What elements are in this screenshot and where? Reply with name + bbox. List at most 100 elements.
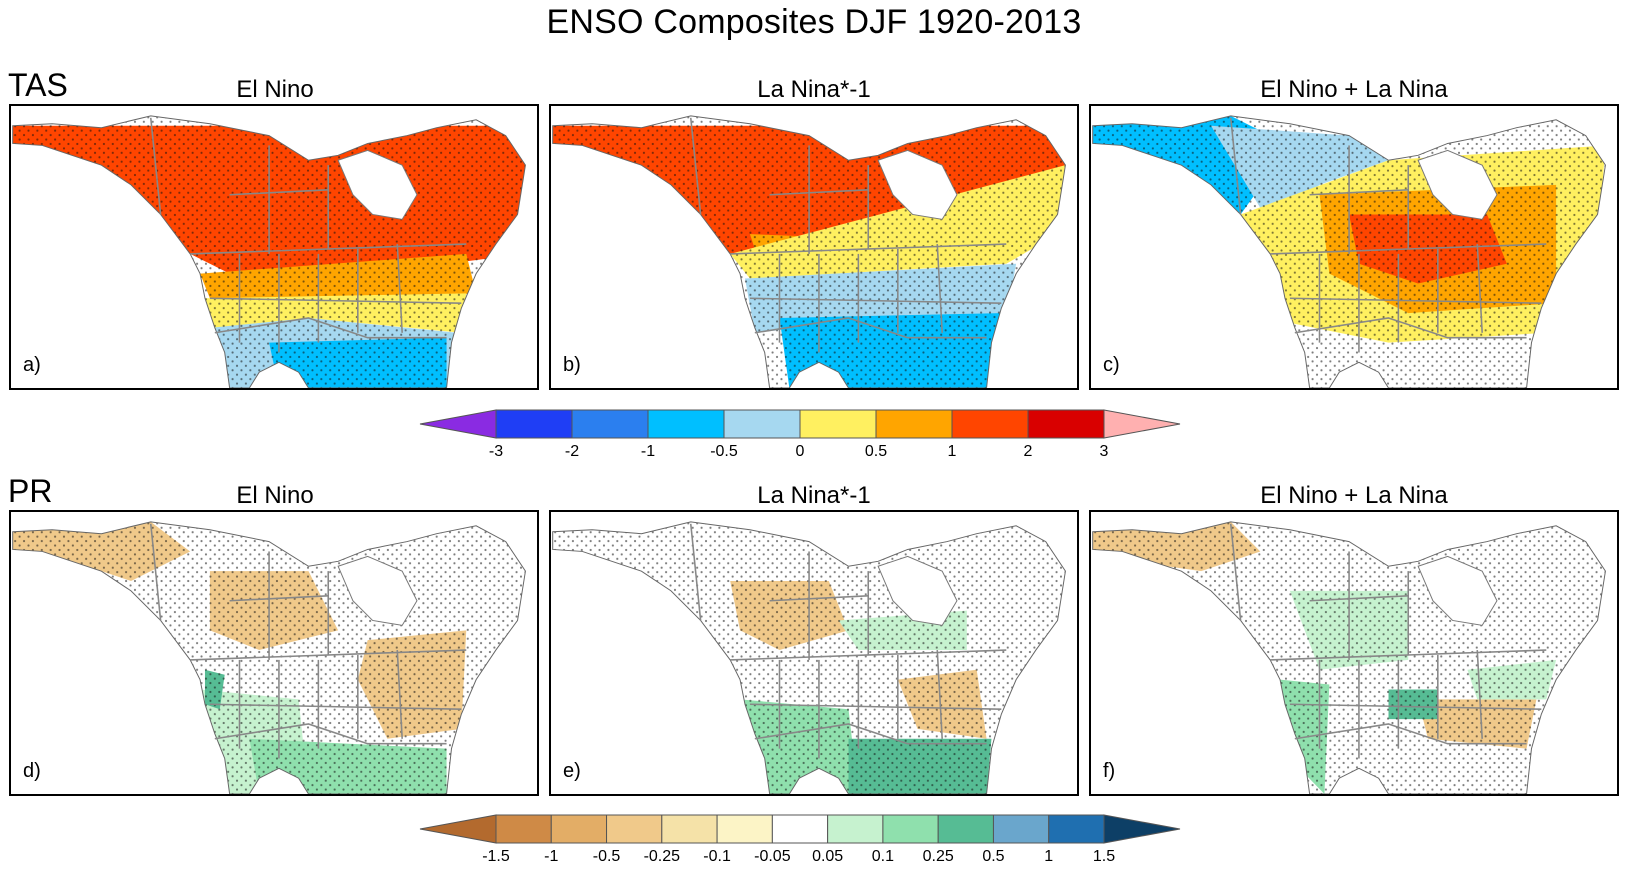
coastline [552, 115, 1066, 388]
state-boundary [749, 703, 1002, 710]
tas-colorbar-tick-label: 3 [1100, 443, 1109, 460]
row-label-tas: TAS [8, 67, 68, 103]
state-boundary [190, 649, 467, 661]
state-boundary [689, 523, 702, 621]
coastline [1092, 521, 1606, 794]
state-boundary [1309, 595, 1409, 602]
pr-colorbar-swatch [716, 814, 773, 844]
significance-stipple [1092, 115, 1606, 388]
panel-a-title: El Nino [236, 76, 314, 103]
figure-title: ENSO Composites DJF 1920-2013 [546, 3, 1082, 41]
pr-colorbar-swatch [495, 814, 552, 844]
tas-colorbar-tick-label: -2 [565, 443, 579, 460]
hudson-bay [877, 149, 958, 220]
tas-colorbar-swatch [723, 409, 801, 439]
state-boundary [1289, 297, 1542, 304]
significance-stipple [552, 115, 1066, 388]
tas-colorbar-tick-label: 2 [1024, 443, 1033, 460]
significance-stipple [12, 115, 526, 388]
state-boundary [229, 595, 329, 602]
tas-colorbar-extend-low [419, 409, 497, 439]
state-boundary [396, 649, 403, 739]
pr-colorbar-extend-high [1103, 814, 1181, 844]
pr-colorbar-swatch [771, 814, 829, 844]
land-fill [552, 115, 1066, 388]
map-f [1092, 521, 1606, 794]
map-e [552, 521, 1066, 794]
hudson-bay [1417, 555, 1498, 626]
state-boundary [1294, 317, 1527, 339]
land-fill [12, 115, 526, 388]
significance-stipple [12, 521, 526, 794]
panel-d-title: El Nino [236, 482, 314, 509]
pr-colorbar-tick-label: 0.25 [923, 848, 954, 865]
tas-colorbar-swatch [647, 409, 725, 439]
panel-e-letter: e) [563, 760, 581, 782]
pr-colorbar-swatch [937, 814, 994, 844]
state-boundary [1270, 649, 1547, 661]
panel-e-title: La Nina*-1 [757, 482, 871, 509]
state-boundary [754, 317, 987, 339]
pr-colorbar-swatch [1048, 814, 1105, 844]
pr-colorbar-swatch [827, 814, 884, 844]
pr-colorbar-tick-label: 0.5 [982, 848, 1004, 865]
land-fill [552, 521, 1066, 794]
significance-stipple [1092, 521, 1606, 794]
pr-colorbar-extend-low [419, 814, 497, 844]
state-boundary [229, 189, 329, 196]
state-boundary [754, 723, 987, 745]
map-c [1092, 115, 1606, 388]
hudson-bay [337, 149, 418, 220]
map-panel-b: b) [549, 104, 1079, 390]
state-boundary [936, 649, 943, 739]
tas-colorbar-tick-label: -1 [641, 443, 655, 460]
pr-colorbar-tick-label: 1.5 [1093, 848, 1115, 865]
panel-b-letter: b) [563, 354, 581, 376]
tas-colorbar-swatch [571, 409, 649, 439]
pr-colorbar-tick-label: -0.1 [703, 848, 731, 865]
tas-colorbar-tick-label: 0.5 [865, 443, 887, 460]
pr-colorbar-swatch [882, 814, 939, 844]
coastline [552, 521, 1066, 794]
state-boundary [1476, 243, 1483, 333]
hudson-bay [337, 555, 418, 626]
pr-colorbar-tick-label: -1 [544, 848, 558, 865]
pr-colorbar-tick-label: 0.1 [872, 848, 894, 865]
state-boundary [689, 117, 702, 215]
map-d [12, 521, 526, 794]
state-boundary [936, 243, 943, 333]
row-label-pr: PR [8, 473, 53, 509]
state-boundary [1309, 189, 1409, 196]
tas-colorbar-tick-label: -0.5 [710, 443, 738, 460]
tas-colorbar-tick-label: 0 [796, 443, 805, 460]
map-panel-a: a) [9, 104, 539, 390]
map-b [552, 115, 1066, 388]
land-fill [1092, 115, 1606, 388]
panel-b-title: La Nina*-1 [757, 76, 871, 103]
coastline [12, 115, 526, 388]
panel-c-letter: c) [1103, 354, 1120, 376]
pr-colorbar-tick-label: -0.5 [593, 848, 621, 865]
state-boundary [769, 595, 869, 602]
state-boundary [149, 523, 162, 621]
tas-colorbar-swatch [951, 409, 1029, 439]
map-panel-c: c) [1089, 104, 1619, 390]
state-boundary [749, 297, 1002, 304]
hudson-bay [1417, 149, 1498, 220]
significance-stipple [552, 521, 1066, 794]
pr-colorbar-swatch [550, 814, 608, 844]
land-fill [12, 521, 526, 794]
state-boundary [769, 189, 869, 196]
pr-colorbar-tick-label: -1.5 [482, 848, 510, 865]
tas-colorbar-tick-label: -3 [489, 443, 503, 460]
coastline [1092, 115, 1606, 388]
tas-colorbar-swatch [495, 409, 573, 439]
pr-colorbar-svg: -1.5 -1 -0.5 -0.25 -0.1 -0.05 0.05 0.1 0.25 0.5 1 1… [419, 814, 1181, 865]
pr-colorbar-tick-label: -0.25 [644, 848, 681, 865]
pr-colorbar-swatch [661, 814, 718, 844]
state-boundary [1229, 523, 1242, 621]
tas-colorbar-swatch [1027, 409, 1105, 439]
panel-d-letter: d) [23, 760, 41, 782]
state-boundary [214, 317, 447, 339]
tas-colorbar-extend-high [1103, 409, 1181, 439]
